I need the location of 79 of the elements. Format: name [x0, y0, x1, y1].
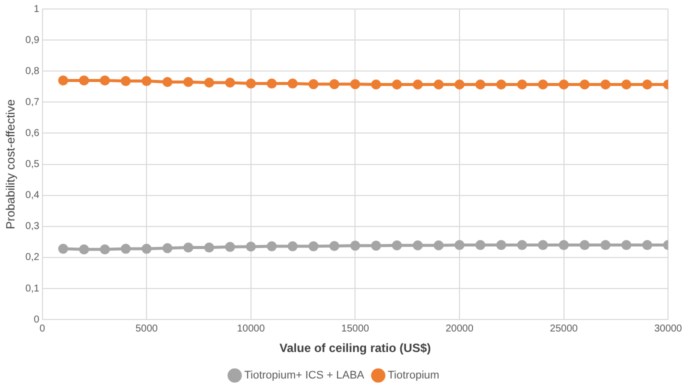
point	[225, 78, 236, 88]
point	[517, 79, 528, 90]
point	[142, 76, 152, 86]
point	[308, 241, 318, 252]
point	[58, 244, 68, 254]
y-tick-label: 0,7	[25, 96, 40, 108]
point	[538, 240, 548, 250]
x-tick-label: 5000	[135, 323, 158, 334]
y-tick-label: 0,8	[25, 66, 40, 77]
point	[475, 79, 486, 90]
point	[558, 79, 569, 90]
point	[454, 79, 464, 90]
point	[225, 242, 236, 252]
point	[58, 75, 68, 86]
point	[266, 241, 277, 252]
point	[329, 79, 340, 90]
point	[392, 240, 402, 250]
point	[642, 240, 652, 250]
point	[350, 240, 360, 251]
point	[183, 76, 194, 87]
y-tick-label: 0,2	[25, 252, 40, 264]
point	[162, 76, 172, 87]
point	[434, 79, 444, 90]
point	[308, 79, 318, 90]
point	[600, 240, 611, 250]
point	[371, 79, 382, 90]
point	[621, 240, 632, 250]
point	[496, 240, 506, 250]
point	[580, 79, 590, 90]
point	[600, 79, 611, 90]
point	[580, 240, 590, 250]
y-tick-label: 0,3	[25, 221, 40, 232]
y-tick-label: 0	[34, 314, 40, 326]
x-tick-label: 15000	[341, 323, 370, 334]
point	[162, 243, 172, 254]
y-axis-title: Probability cost-effective	[4, 99, 18, 230]
y-tick-label: 0,9	[25, 34, 40, 46]
point	[79, 75, 90, 86]
point	[517, 240, 528, 250]
point	[329, 240, 340, 251]
point	[621, 79, 632, 90]
point	[350, 79, 360, 90]
point	[412, 240, 423, 250]
point	[142, 244, 152, 254]
point	[204, 242, 214, 253]
point	[120, 244, 131, 254]
x-axis-title: Value of ceiling ratio (US$)	[280, 341, 431, 356]
point	[246, 78, 256, 89]
x-tick-label: 30000	[654, 323, 682, 334]
point	[475, 240, 486, 250]
point	[79, 244, 90, 254]
point	[266, 78, 277, 89]
point	[642, 79, 652, 90]
point	[434, 240, 444, 250]
point	[246, 242, 256, 252]
legend-label: Tiotropium	[388, 370, 440, 382]
x-tick-label: 25000	[550, 323, 578, 334]
point	[100, 244, 110, 254]
point	[120, 76, 131, 86]
point	[392, 79, 402, 90]
point	[496, 79, 506, 90]
point	[288, 241, 298, 252]
point	[558, 240, 569, 250]
y-tick-label: 1	[34, 4, 40, 15]
point	[100, 75, 110, 86]
x-tick-label: 10000	[236, 323, 266, 334]
point	[371, 240, 382, 251]
legend-label: Tiotropium+ ICS + LABA	[244, 370, 365, 382]
x-tick-label: 20000	[446, 323, 474, 334]
point	[288, 78, 298, 89]
y-tick-label: 0,5	[25, 159, 40, 170]
point	[538, 79, 548, 90]
point	[412, 79, 423, 90]
y-tick-label: 0,6	[25, 128, 40, 139]
point	[454, 240, 464, 250]
y-tick-label: 0,4	[25, 190, 40, 202]
point	[204, 78, 214, 88]
y-tick-label: 0,1	[25, 283, 40, 294]
point	[183, 242, 194, 253]
